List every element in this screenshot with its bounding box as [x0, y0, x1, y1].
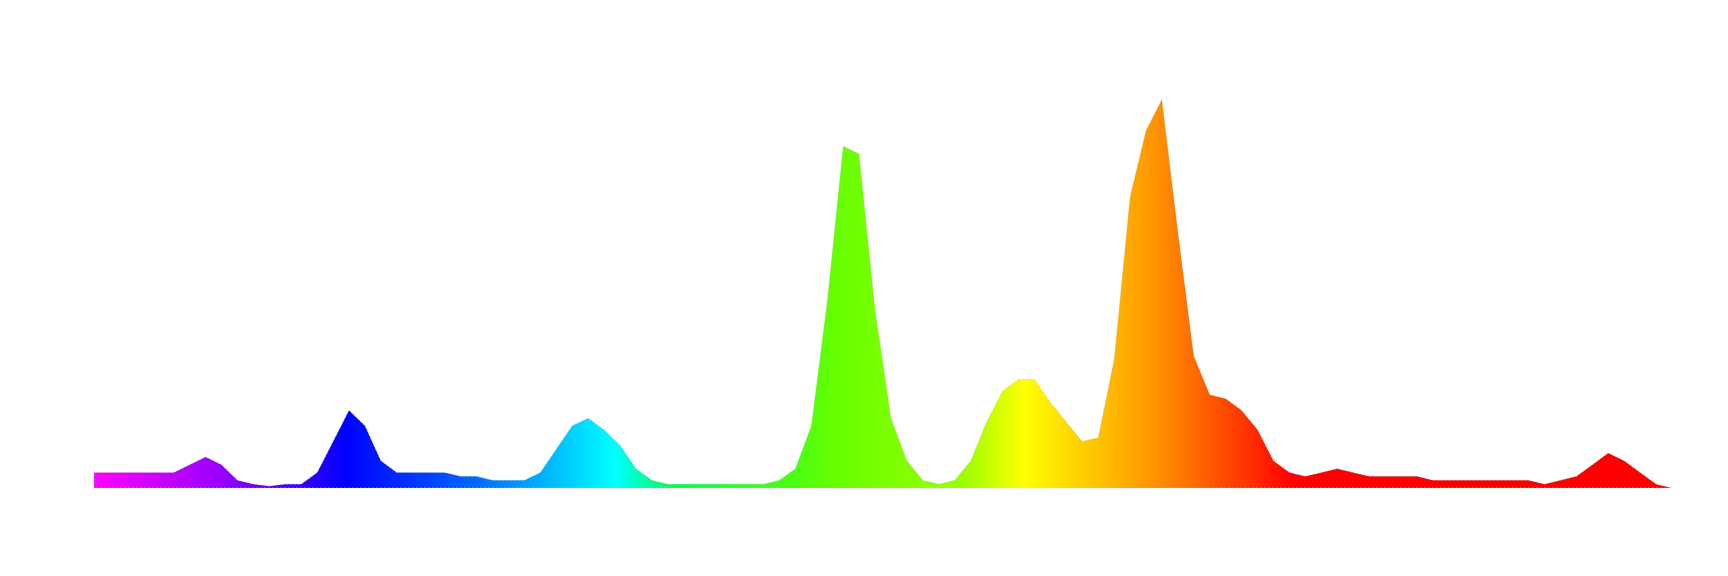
spectrum-area	[93, 98, 1673, 489]
